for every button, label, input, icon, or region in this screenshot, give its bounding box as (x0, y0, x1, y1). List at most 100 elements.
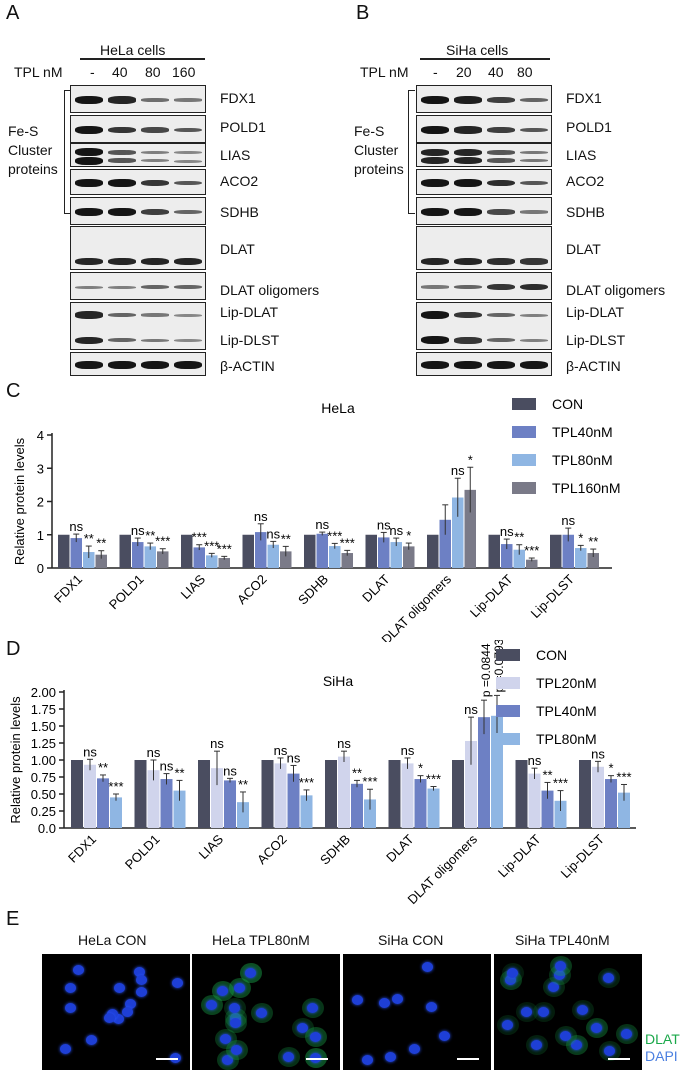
dapi-nucleus (537, 1006, 549, 1017)
blot-protein-label: POLD1 (566, 119, 612, 135)
blot-band (454, 285, 482, 289)
y-tick-label: 0.75 (31, 770, 56, 785)
significance-label: * (468, 452, 473, 467)
x-tick-label: Lip-DLAT (495, 831, 544, 880)
blot-band (108, 158, 136, 164)
bar (193, 547, 205, 568)
bar (427, 534, 439, 568)
blot-band (174, 159, 202, 163)
blot-protein-label: DLAT oligomers (220, 282, 320, 298)
legend-swatch (496, 649, 520, 661)
dapi-nucleus (64, 983, 76, 994)
bar (403, 546, 415, 568)
x-tick-label: ACO2 (254, 832, 290, 868)
bar (198, 760, 210, 828)
dapi-nucleus (307, 1003, 319, 1014)
significance-label: *** (299, 775, 314, 790)
panel-a-tpl-label: TPL nM (14, 64, 63, 80)
panel-e-title: SiHa CON (378, 932, 444, 948)
blot-band (454, 157, 482, 165)
blot-band (75, 336, 103, 345)
bar (338, 756, 350, 828)
microscopy-image (192, 954, 340, 1070)
panel-b-dose: 20 (456, 64, 472, 80)
blot-band (454, 361, 482, 369)
dapi-nucleus (570, 1039, 582, 1050)
significance-label: ns (377, 517, 391, 532)
blot-band (75, 208, 103, 216)
blot-band (421, 148, 449, 156)
y-tick-label: 0 (37, 561, 44, 576)
blot-band (75, 126, 103, 134)
blot-band (174, 285, 202, 289)
significance-label: * (608, 761, 613, 776)
blot-band (174, 257, 202, 265)
blot-protein-label: β-ACTIN (566, 358, 621, 374)
blot-protein-label: DLAT (220, 241, 255, 257)
blot-box (70, 272, 206, 300)
significance-label: ns (83, 744, 97, 759)
y-tick-label: 2 (37, 495, 44, 510)
x-tick-label: FDX1 (65, 832, 99, 866)
dapi-nucleus (421, 962, 433, 973)
significance-label: p =0.0844 (479, 643, 493, 697)
dapi-nucleus (425, 1002, 437, 1013)
blot-band (520, 258, 548, 265)
blot-protein-label: ACO2 (566, 173, 605, 189)
blot-band (454, 208, 482, 216)
bar (147, 770, 160, 828)
blot-box (416, 352, 552, 376)
significance-label: ns (500, 524, 514, 539)
y-tick-label: 1.00 (31, 753, 56, 768)
legend-label: TPL80nM (552, 452, 613, 468)
bar (329, 546, 341, 568)
blot-band (487, 338, 515, 343)
bar (452, 497, 464, 568)
blot-band (75, 311, 103, 319)
x-tick-label: LIAS (178, 571, 209, 602)
bar (160, 779, 173, 828)
significance-label: ** (84, 531, 94, 546)
dapi-nucleus (282, 1051, 294, 1062)
significance-label: ns (287, 750, 301, 765)
significance-label: *** (155, 534, 170, 549)
x-tick-label: SDHB (317, 832, 353, 868)
blot-band (520, 210, 548, 214)
blot-box (416, 302, 552, 350)
bar (513, 549, 525, 568)
significance-label: * (418, 761, 423, 776)
blot-band (108, 179, 136, 187)
panel-a-letter: A (6, 2, 20, 24)
bar (605, 779, 617, 828)
legend-swatch (512, 398, 536, 410)
panel-b-dose: 40 (488, 64, 504, 80)
x-tick-label: DLAT (383, 831, 416, 864)
blot-band (421, 126, 449, 134)
bar (144, 546, 156, 568)
panel-a-header-line (80, 58, 205, 60)
bar (351, 783, 363, 828)
bar (84, 764, 96, 828)
blot-band (520, 159, 548, 163)
y-tick-label: 2.00 (31, 685, 56, 700)
dapi-nucleus (86, 1035, 98, 1045)
significance-label: ns (315, 517, 329, 532)
dapi-nucleus (392, 994, 404, 1005)
panel-a-dose: 160 (172, 64, 196, 80)
blot-band (141, 313, 169, 317)
blot-band (141, 179, 169, 187)
dapi-nucleus (244, 967, 256, 978)
dapi-nucleus (134, 967, 146, 978)
bar (70, 538, 82, 568)
blot-band (108, 361, 136, 369)
blot-band (454, 126, 482, 134)
bar (528, 773, 541, 828)
legend-swatch (512, 426, 536, 438)
blot-band (454, 96, 482, 104)
significance-label: ns (160, 759, 174, 774)
blot-band (141, 361, 169, 369)
blot-band (108, 126, 136, 134)
bar (515, 760, 528, 828)
dapi-nucleus (229, 1012, 241, 1023)
blot-protein-label: β-ACTIN (220, 358, 275, 374)
